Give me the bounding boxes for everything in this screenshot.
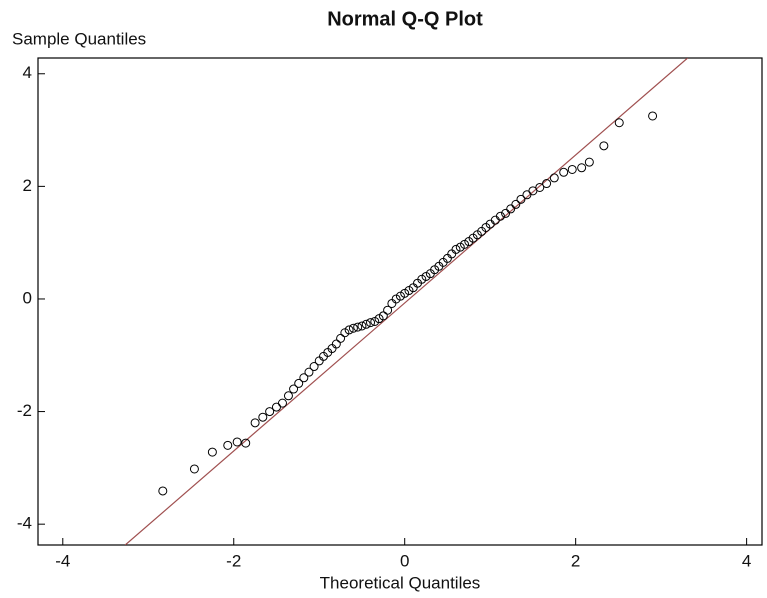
point <box>207 447 217 457</box>
point <box>357 321 367 331</box>
point <box>516 194 526 204</box>
x-tick-label: 4 <box>742 551 751 570</box>
y-axis-label: Sample Quantiles <box>12 29 146 48</box>
point <box>542 179 552 189</box>
point <box>511 199 521 209</box>
point <box>283 391 293 401</box>
point <box>294 378 304 388</box>
point <box>250 418 260 428</box>
point <box>648 111 658 121</box>
point <box>348 323 358 333</box>
point <box>614 118 624 128</box>
point <box>447 249 457 259</box>
y-tick-label: -4 <box>17 514 32 533</box>
point <box>189 464 199 474</box>
point <box>314 356 324 366</box>
point <box>378 311 388 321</box>
point <box>584 157 594 167</box>
y-tick-label: 0 <box>23 288 32 307</box>
point <box>599 141 609 151</box>
x-axis-label: Theoretical Quantiles <box>320 573 481 592</box>
point <box>277 398 287 408</box>
point <box>158 486 168 496</box>
chart-title: Normal Q-Q Plot <box>327 8 483 30</box>
point <box>387 298 397 308</box>
point <box>289 384 299 394</box>
point <box>535 182 545 192</box>
point <box>299 373 309 383</box>
point <box>241 438 251 448</box>
y-tick-label: 4 <box>23 63 32 82</box>
x-tick-label: -4 <box>55 551 70 570</box>
x-tick-label: 2 <box>571 551 580 570</box>
point <box>577 163 587 173</box>
point <box>490 215 500 225</box>
point <box>549 173 559 183</box>
point <box>353 322 363 332</box>
y-tick-label: 2 <box>23 176 32 195</box>
point <box>265 407 275 417</box>
point <box>258 412 268 422</box>
point <box>559 167 569 177</box>
point <box>309 362 319 372</box>
point <box>271 402 281 412</box>
point <box>506 204 516 214</box>
point <box>451 244 461 254</box>
x-tick-label: -2 <box>226 551 241 570</box>
point <box>223 440 233 450</box>
point <box>331 339 341 349</box>
x-tick-label: 0 <box>400 551 409 570</box>
plot-frame <box>37 57 763 546</box>
point <box>501 208 511 218</box>
point <box>336 333 346 343</box>
reference-line <box>124 58 689 545</box>
point <box>344 325 354 335</box>
point <box>383 305 393 315</box>
y-tick-label: -2 <box>17 401 32 420</box>
point <box>232 437 242 447</box>
point <box>366 318 376 328</box>
point <box>495 211 505 221</box>
point <box>361 319 371 329</box>
point <box>304 367 314 377</box>
point <box>567 164 577 174</box>
